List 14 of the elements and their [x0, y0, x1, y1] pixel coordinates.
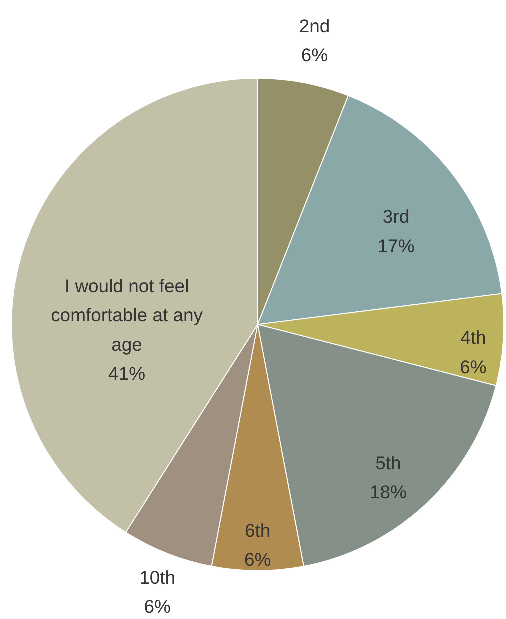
- data-label: 6%: [301, 44, 328, 66]
- slice-label: 5th: [376, 452, 402, 474]
- data-label: 6%: [244, 549, 272, 570]
- slice-label: 2nd: [299, 15, 330, 36]
- data-label: 17%: [378, 235, 415, 256]
- slice-label: 6th: [245, 520, 271, 541]
- slice-label: 3rd: [382, 206, 410, 228]
- slice-label: 10th: [140, 566, 176, 588]
- data-label: 41%: [108, 363, 146, 384]
- data-label: 6%: [144, 596, 171, 618]
- slice-label: I would not feel comfortable at any age: [51, 276, 204, 355]
- slice-label: 4th: [460, 327, 486, 348]
- data-label: 18%: [370, 482, 407, 503]
- data-label: 6%: [460, 356, 487, 378]
